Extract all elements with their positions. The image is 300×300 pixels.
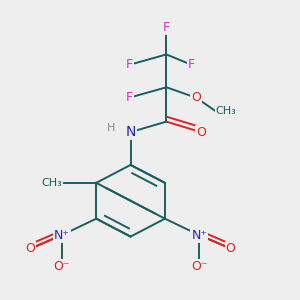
Text: O: O bbox=[26, 242, 35, 255]
Text: O⁻: O⁻ bbox=[191, 260, 208, 273]
Text: O: O bbox=[226, 242, 236, 255]
Text: F: F bbox=[188, 58, 195, 71]
Text: F: F bbox=[125, 58, 133, 71]
Text: H: H bbox=[107, 123, 116, 133]
Text: CH₃: CH₃ bbox=[41, 178, 62, 188]
Text: F: F bbox=[125, 91, 133, 104]
Text: O: O bbox=[196, 126, 206, 139]
Text: O⁻: O⁻ bbox=[54, 260, 70, 273]
Text: N⁺: N⁺ bbox=[54, 229, 70, 242]
Text: O: O bbox=[191, 91, 201, 104]
Text: N: N bbox=[125, 125, 136, 139]
Text: N⁺: N⁺ bbox=[191, 229, 207, 242]
Text: CH₃: CH₃ bbox=[216, 106, 236, 116]
Text: F: F bbox=[163, 21, 170, 34]
